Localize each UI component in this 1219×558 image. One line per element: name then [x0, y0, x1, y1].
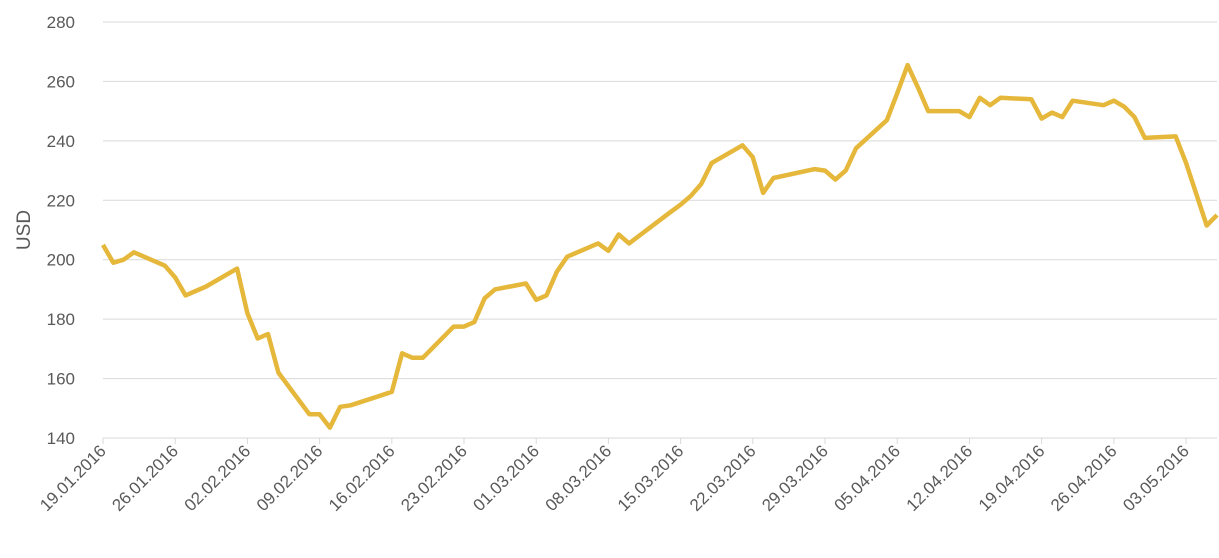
x-tick-label: 02.02.2016 — [181, 441, 255, 515]
x-tick-label: 08.03.2016 — [542, 441, 616, 515]
x-tick-label: 01.03.2016 — [469, 441, 543, 515]
x-tick-label: 03.05.2016 — [1119, 441, 1193, 515]
x-tick-label: 16.02.2016 — [325, 441, 399, 515]
x-tick-label: 26.04.2016 — [1047, 441, 1121, 515]
x-tick-label: 19.04.2016 — [975, 441, 1049, 515]
y-tick-label: 140 — [47, 429, 75, 448]
y-tick-label: 160 — [47, 370, 75, 389]
data-line — [101, 62, 1219, 430]
x-tick-label: 15.03.2016 — [614, 441, 688, 515]
y-tick-label: 280 — [47, 13, 75, 32]
x-tick-label: 26.01.2016 — [108, 441, 182, 515]
x-tick-label: 19.01.2016 — [36, 441, 110, 515]
x-tick-label: 29.03.2016 — [758, 441, 832, 515]
y-tick-label: 220 — [47, 191, 75, 210]
x-tick-label: 12.04.2016 — [903, 441, 977, 515]
x-tick-label: 09.02.2016 — [253, 441, 327, 515]
y-tick-label: 260 — [47, 72, 75, 91]
x-tick-label: 23.02.2016 — [397, 441, 471, 515]
y-axis-label: USD — [14, 210, 35, 250]
y-tick-label: 200 — [47, 251, 75, 270]
x-tick-label: 05.04.2016 — [830, 441, 904, 515]
x-tick-label: 22.03.2016 — [686, 441, 760, 515]
y-tick-label: 240 — [47, 132, 75, 151]
y-tick-label: 180 — [47, 310, 75, 329]
